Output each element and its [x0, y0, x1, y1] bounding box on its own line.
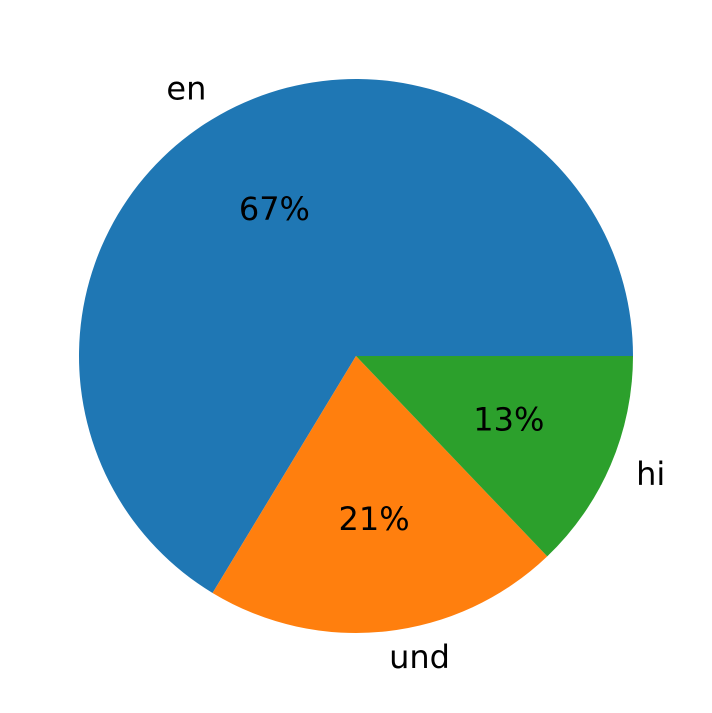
slice-label: und: [389, 638, 450, 676]
value-label: 67%: [239, 190, 310, 228]
value-label: 13%: [473, 400, 544, 438]
pie-slice: [79, 78, 633, 593]
pie-slice: [356, 356, 633, 557]
slice-label: en: [166, 70, 206, 108]
pie-slice: [212, 356, 548, 633]
slice-label: hi: [636, 455, 665, 493]
value-label: 21%: [338, 500, 409, 538]
